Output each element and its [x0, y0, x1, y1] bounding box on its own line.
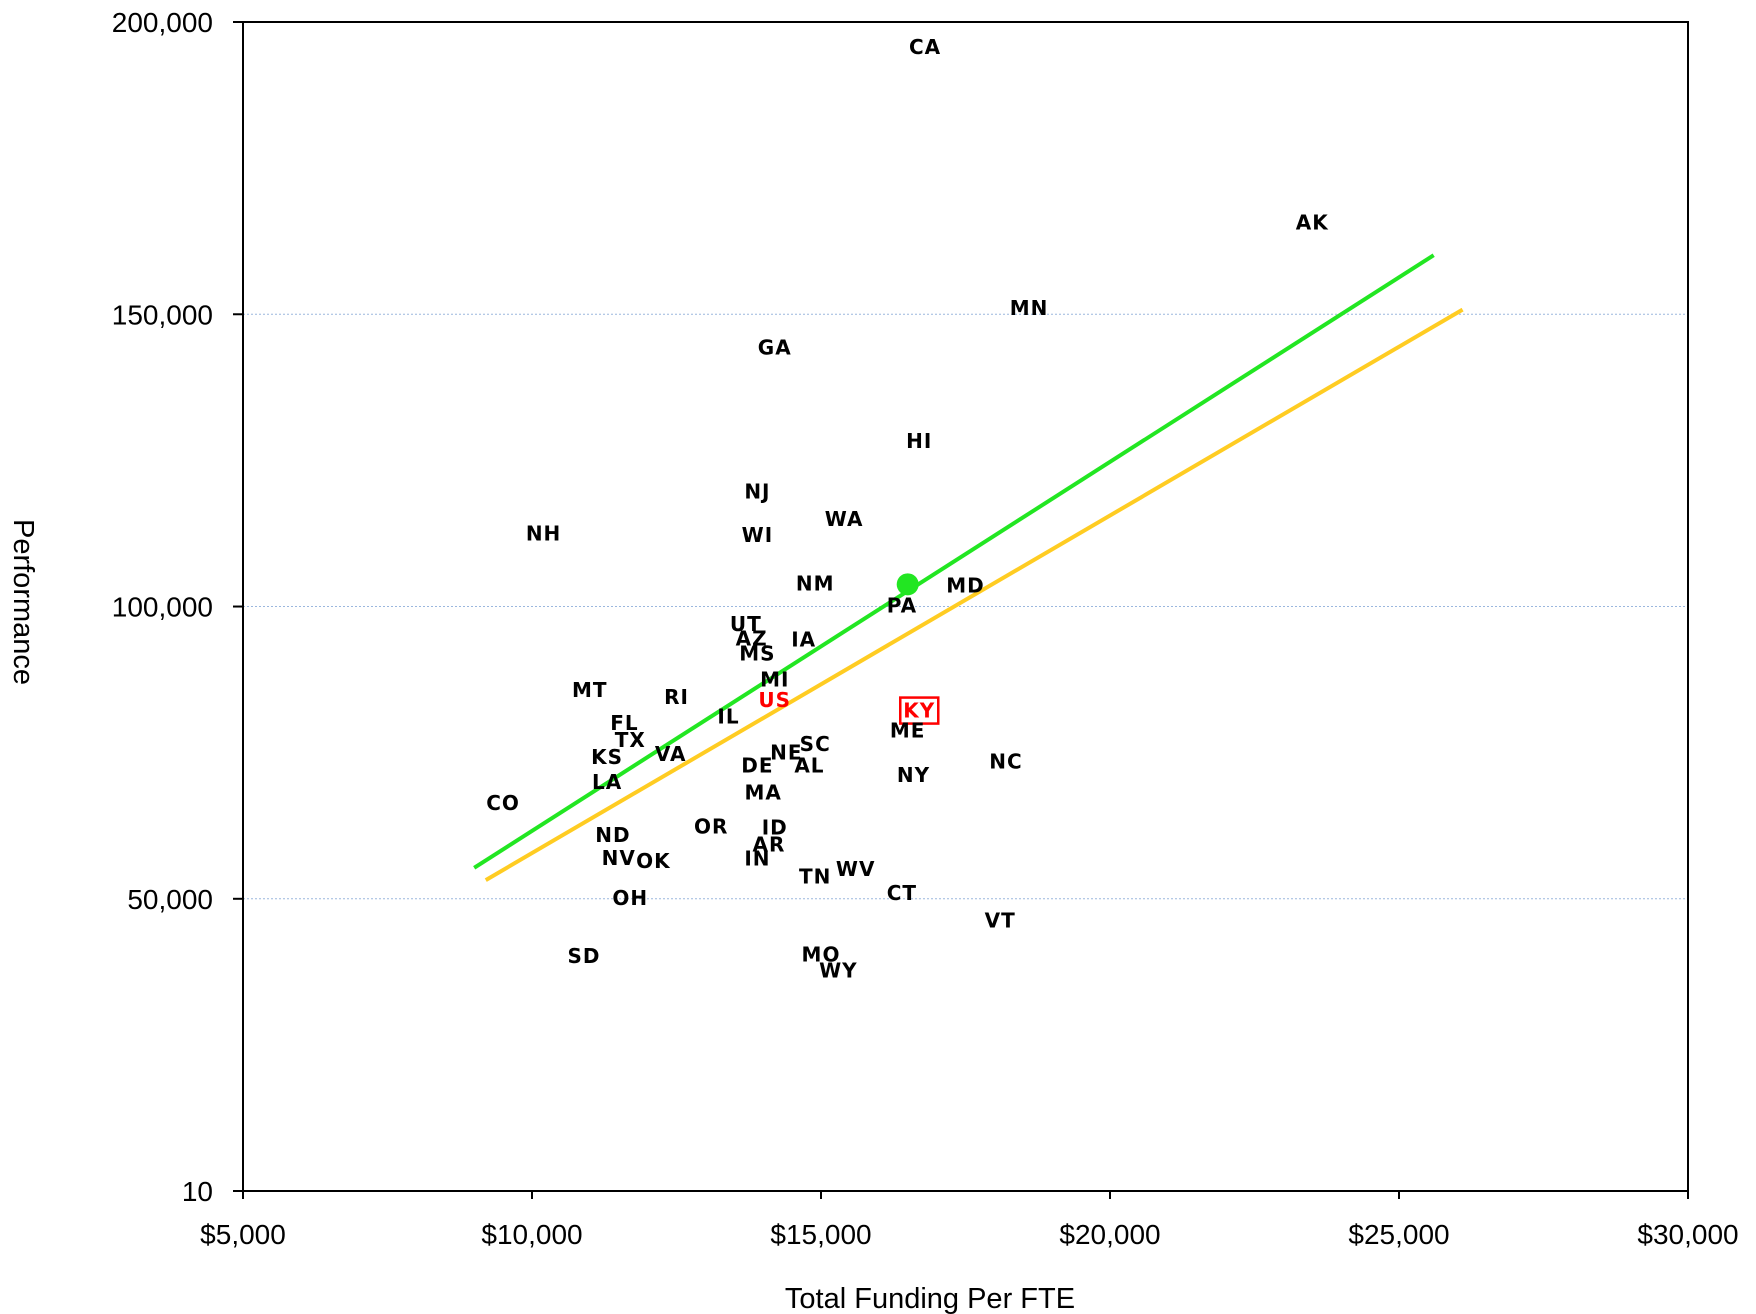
- point-wy: WY: [819, 959, 858, 983]
- point-ca: CA: [909, 35, 941, 59]
- point-nh: NH: [526, 521, 561, 545]
- point-vt: VT: [985, 908, 1016, 932]
- point-or: OR: [694, 814, 728, 838]
- point-ms: MS: [739, 641, 775, 665]
- point-wi: WI: [742, 523, 774, 547]
- point-mn: MN: [1010, 296, 1049, 320]
- gold-trend-line: [484, 307, 1464, 882]
- point-nd: ND: [595, 823, 630, 847]
- trend-lines: [473, 253, 1464, 882]
- point-wa: WA: [825, 507, 864, 531]
- point-ga: GA: [758, 336, 792, 360]
- x-tick-label: $20,000: [1059, 1219, 1160, 1250]
- point-al: AL: [794, 754, 824, 778]
- reference-marker: [896, 573, 919, 596]
- y-tick-label: 10: [182, 1176, 213, 1207]
- point-de: DE: [741, 754, 773, 778]
- y-tick-label: 200,000: [112, 7, 213, 38]
- x-tick-label: $30,000: [1637, 1219, 1738, 1250]
- point-oh: OH: [612, 886, 648, 910]
- point-la: LA: [592, 770, 622, 794]
- y-axis-title: Performance: [7, 519, 39, 685]
- green-trend-line: [473, 253, 1435, 870]
- point-us: US: [758, 688, 791, 712]
- gridlines: [243, 313, 1688, 900]
- point-va: VA: [655, 742, 687, 766]
- point-ct: CT: [887, 881, 917, 905]
- point-az: AZ: [736, 627, 768, 651]
- point-ne: NE: [770, 741, 802, 765]
- point-fl: FL: [610, 711, 638, 735]
- y-axis: 10 50,000 100,000 150,000 200,000: [112, 7, 243, 1207]
- x-axis-title: Total Funding Per FTE: [785, 1283, 1075, 1314]
- point-pa: PA: [887, 593, 917, 617]
- point-ny: NY: [897, 763, 930, 787]
- point-id: ID: [762, 815, 788, 839]
- x-tick-label: $5,000: [200, 1219, 286, 1250]
- point-ky-highlight-box: [899, 696, 940, 725]
- point-nc: NC: [989, 749, 1022, 773]
- point-ri: RI: [664, 685, 689, 709]
- point-mi: MI: [760, 668, 789, 692]
- point-nj: NJ: [744, 479, 770, 503]
- point-ok: OK: [636, 849, 671, 873]
- point-ak: AK: [1296, 210, 1329, 234]
- point-sc: SC: [800, 732, 831, 756]
- y-tick-label: 100,000: [112, 592, 213, 623]
- point-ut: UT: [730, 612, 762, 636]
- point-ma: MA: [745, 780, 782, 804]
- point-hi: HI: [906, 429, 932, 453]
- point-co: CO: [486, 791, 520, 815]
- x-tick-label: $25,000: [1348, 1219, 1449, 1250]
- point-md: MD: [946, 573, 985, 597]
- x-tick-label: $10,000: [481, 1219, 582, 1250]
- point-sd: SD: [568, 944, 601, 968]
- point-ks: KS: [591, 745, 623, 769]
- point-mo: MO: [802, 942, 841, 966]
- point-nm: NM: [796, 572, 835, 596]
- point-tn: TN: [799, 865, 831, 889]
- point-ar: AR: [753, 832, 786, 856]
- x-axis: $5,000 $10,000 $15,000 $20,000 $25,000 $30,00…: [200, 1191, 1739, 1250]
- point-nv: NV: [602, 846, 636, 870]
- point-il: IL: [717, 704, 739, 728]
- point-mt: MT: [572, 678, 608, 702]
- y-tick-label: 50,000: [127, 884, 213, 915]
- point-wv: WV: [836, 857, 876, 881]
- point-in: IN: [744, 846, 770, 870]
- x-tick-label: $15,000: [770, 1219, 871, 1250]
- point-tx: TX: [615, 728, 646, 752]
- y-tick-label: 150,000: [112, 299, 213, 330]
- point-me: ME: [890, 718, 926, 742]
- point-ia: IA: [791, 627, 816, 651]
- point-ky: KY: [903, 699, 935, 723]
